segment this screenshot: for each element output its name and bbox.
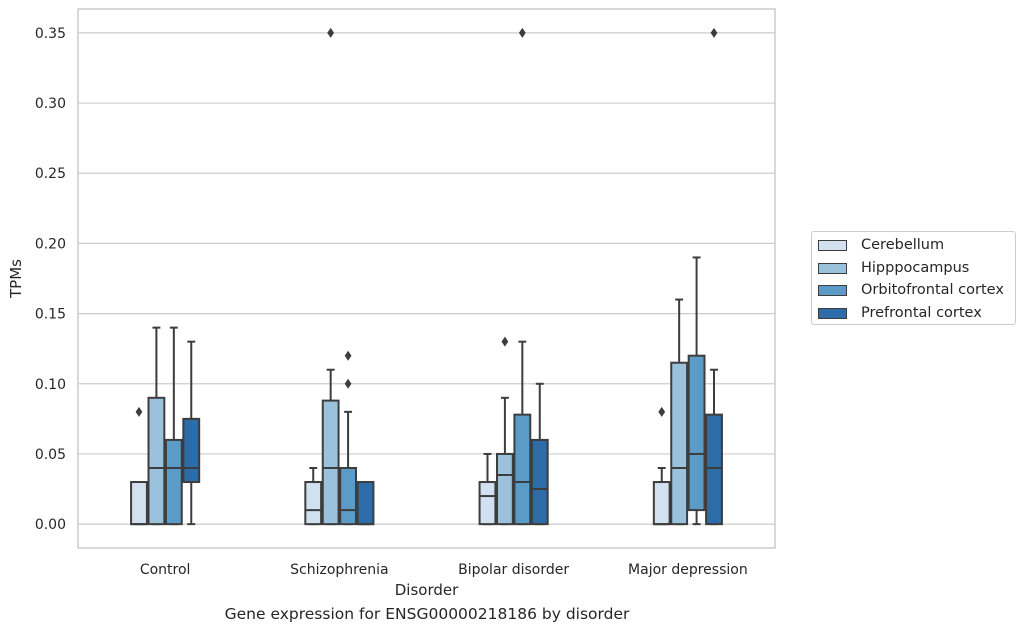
legend-item-prefrontal-cortex: Prefrontal cortex — [818, 304, 982, 322]
y-tick-label: 0.20 — [35, 236, 66, 252]
x-axis-title: Disorder — [395, 581, 459, 599]
legend-swatch-hipppocampus — [818, 262, 847, 274]
box-hipppocampus-bipolar-disorder — [496, 396, 514, 526]
box-orbitofrontal-cortex-bipolar-disorder — [513, 340, 532, 526]
legend: Cerebellum Hipppocampus Orbitofrontal co… — [811, 231, 1016, 325]
box-plot-groups — [130, 256, 723, 526]
box-cerebellum-control — [130, 481, 148, 526]
legend-label-orbitofrontal-cortex: Orbitofrontal cortex — [861, 282, 1004, 298]
x-tick-label: Schizophrenia — [290, 562, 388, 578]
box-prefrontal-cortex-schizophrenia — [356, 481, 375, 526]
outlier-marker — [710, 27, 718, 38]
box-body — [670, 361, 689, 526]
x-tick-label: Major depression — [628, 562, 748, 578]
outlier-marker — [518, 27, 526, 38]
box-body — [304, 481, 323, 526]
box-hipppocampus-major-depression — [670, 298, 689, 526]
legend-swatch-prefrontal-cortex — [818, 307, 847, 319]
box-body — [164, 438, 183, 526]
outlier-marker — [135, 406, 143, 417]
box-body — [478, 481, 497, 526]
y-tick-label: 0.05 — [35, 447, 66, 463]
outlier-marker — [344, 378, 352, 389]
box-body — [356, 481, 375, 526]
box-body — [321, 399, 340, 526]
outlier-marker — [501, 336, 509, 347]
legend-swatch-orbitofrontal-cortex — [818, 284, 847, 296]
box-cerebellum-major-depression — [652, 466, 671, 526]
box-body — [530, 438, 549, 526]
box-prefrontal-cortex-control — [182, 340, 201, 526]
figure-caption: Gene expression for ENSG00000218186 by d… — [224, 605, 630, 623]
box-orbitofrontal-cortex-major-depression — [687, 256, 706, 526]
legend-item-hipppocampus: Hipppocampus — [818, 259, 969, 277]
box-body — [705, 413, 723, 526]
x-tick-label: Bipolar disorder — [458, 562, 569, 578]
box-orbitofrontal-cortex-schizophrenia — [339, 410, 357, 526]
outlier-points — [135, 27, 718, 417]
box-body — [147, 396, 166, 526]
y-tick-label: 0.35 — [35, 26, 66, 42]
y-tick-label: 0.25 — [35, 166, 66, 182]
y-tick-labels: 0.00 0.05 0.10 0.15 0.20 0.25 0.30 0.35 — [35, 26, 66, 533]
outlier-marker — [327, 27, 335, 38]
plot-frame — [77, 8, 776, 549]
outlier-marker — [344, 350, 352, 361]
box-prefrontal-cortex-bipolar-disorder — [530, 382, 549, 526]
legend-label-hipppocampus: Hipppocampus — [861, 260, 970, 276]
legend-swatch-cerebellum — [818, 239, 847, 251]
y-tick-label: 0.10 — [35, 377, 66, 393]
x-tick-labels: Control Schizophrenia Bipolar disorder Majo… — [140, 562, 748, 578]
y-tick-label: 0.00 — [35, 517, 66, 533]
box-hipppocampus-control — [147, 326, 166, 526]
box-body — [652, 481, 671, 526]
legend-item-orbitofrontal-cortex: Orbitofrontal cortex — [818, 281, 1004, 299]
legend-label-prefrontal-cortex: Prefrontal cortex — [861, 305, 982, 321]
box-body — [182, 417, 201, 484]
box-cerebellum-schizophrenia — [304, 466, 323, 526]
box-body — [130, 481, 148, 526]
box-body — [496, 452, 514, 526]
legend-label-cerebellum: Cerebellum — [861, 237, 945, 253]
y-tick-label: 0.15 — [35, 307, 66, 323]
y-axis-title: TPMs — [7, 259, 25, 299]
box-body — [687, 354, 706, 512]
outlier-marker — [658, 406, 666, 417]
box-body — [339, 466, 357, 526]
box-hipppocampus-schizophrenia — [321, 368, 340, 526]
legend-item-cerebellum: Cerebellum — [818, 236, 944, 254]
x-tick-label: Control — [140, 562, 191, 578]
box-cerebellum-bipolar-disorder — [478, 452, 497, 526]
box-prefrontal-cortex-major-depression — [705, 368, 723, 526]
y-tick-label: 0.30 — [35, 96, 66, 112]
box-body — [513, 413, 532, 526]
box-orbitofrontal-cortex-control — [164, 326, 183, 526]
